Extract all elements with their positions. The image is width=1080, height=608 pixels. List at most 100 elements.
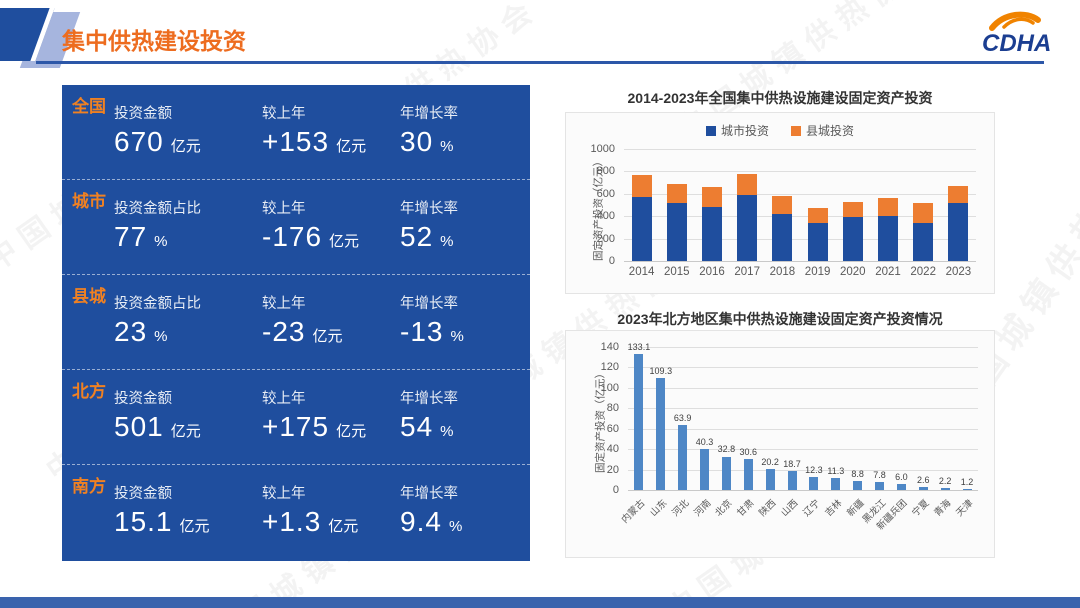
stat-value: +1.3: [262, 506, 322, 537]
bar-segment-city: [737, 195, 758, 261]
stats-section-north: 北方 投资金额 501 亿元 较上年 +175 亿元 年增长率 54%: [62, 370, 530, 465]
x-axis-label: 2022: [910, 266, 936, 278]
stacked-bar-2022: [913, 203, 934, 261]
stat-block: 投资金额占比 77%: [114, 197, 262, 253]
cdha-logo: CDHA: [982, 11, 1051, 57]
bar-value-label: 30.6: [739, 446, 758, 457]
province-bar-新疆兵团: [896, 483, 906, 490]
gridline: [628, 408, 978, 410]
stat-label: 较上年: [262, 486, 306, 502]
stat-value: 15.1: [114, 506, 173, 537]
stat-block: 投资金额 501 亿元: [114, 387, 262, 443]
gridline: [624, 149, 976, 150]
stat-unit: %: [154, 233, 168, 250]
y-axis-tick-label: 60: [606, 422, 619, 435]
stat-label: 投资金额占比: [114, 296, 201, 312]
stat-label: 年增长率: [400, 106, 458, 122]
bar-segment-city: [878, 216, 898, 261]
x-axis-label: 2015: [663, 266, 690, 278]
logo-flame-icon: [989, 11, 1041, 31]
stats-section-county: 县城 投资金额占比 23% 较上年 -23 亿元 年增长率 -13%: [62, 275, 530, 370]
stat-label: 投资金额占比: [114, 201, 201, 217]
province-bar-北京: [721, 456, 731, 490]
bar-value-label: 20.2: [761, 457, 779, 468]
stat-block: 年增长率 52%: [400, 197, 518, 253]
gridline: [628, 469, 978, 471]
legend-item: 城市投资: [705, 122, 769, 139]
title-underline: [36, 61, 1044, 64]
investment-stats-panel: 全国 投资金额 670 亿元 较上年 +153 亿元 年增长率 30% 城市: [62, 85, 530, 561]
stat-label: 年增长率: [400, 391, 458, 407]
footer-strip: [0, 597, 1080, 608]
province-bar-河北: [678, 424, 688, 490]
province-bar-甘肃: [743, 458, 753, 490]
bar-segment-county: [666, 183, 687, 203]
y-axis-tick-label: 0: [608, 255, 615, 267]
legend-label: 县城投资: [806, 124, 855, 138]
province-bar-青海: [940, 487, 950, 490]
legend-label: 城市投资: [720, 124, 769, 138]
section-label: 全国: [72, 97, 106, 116]
bar-value-label: 2.2: [938, 475, 952, 486]
y-axis-tick-label: 1000: [590, 143, 615, 155]
province-bar-山西: [787, 470, 797, 490]
gridline: [624, 238, 976, 240]
stat-value: 77: [114, 221, 148, 252]
province-bar-新疆: [853, 481, 863, 490]
stacked-bar-2018: [772, 196, 793, 261]
bar-segment-city: [772, 213, 793, 261]
bar-segment-county: [842, 201, 863, 217]
y-axis-tick-label: 600: [596, 187, 615, 200]
stat-label: 年增长率: [400, 486, 458, 502]
stacked-bar-2019: [807, 208, 828, 261]
stat-label: 较上年: [262, 391, 306, 407]
bar-value-label: 12.3: [805, 465, 823, 476]
bar-segment-city: [807, 223, 828, 261]
section-label: 城市: [72, 192, 106, 211]
bar-segment-county: [772, 196, 793, 214]
stacked-bar-2017: [737, 173, 758, 261]
stat-value: 501: [114, 411, 164, 442]
province-bar-陕西: [765, 469, 775, 490]
stat-label: 投资金额: [114, 106, 172, 122]
stat-unit: %: [154, 328, 168, 345]
gridline: [628, 449, 978, 451]
section-label: 南方: [72, 477, 106, 496]
stacked-bar-2021: [878, 198, 898, 261]
bar-segment-county: [737, 173, 758, 196]
stat-block: 投资金额 15.1 亿元: [114, 482, 262, 538]
north-chart-panel: 固定资产投资（亿元） 0 20 40 60 80 100 120 140 133.1 内蒙古 109…: [565, 330, 995, 558]
section-label: 县城: [72, 287, 106, 306]
province-bar-内蒙古: [634, 354, 644, 490]
bar-value-label: 18.7: [783, 458, 801, 469]
y-axis-tick-label: 20: [606, 463, 619, 476]
bar-value-label: 63.9: [673, 412, 692, 423]
gridline: [628, 387, 978, 389]
stacked-bar-2015: [666, 183, 687, 261]
stat-unit: 亿元: [329, 233, 360, 250]
gridline: [628, 490, 978, 491]
gridline: [628, 428, 978, 430]
national-chart-legend: 城市投资 县城投资: [566, 122, 994, 139]
stat-value: 54: [400, 411, 434, 442]
gridline: [628, 367, 978, 369]
logo-text: CDHA: [982, 30, 1051, 57]
stat-label: 较上年: [262, 106, 306, 122]
national-chart-plot: [624, 149, 976, 262]
x-axis-label: 2023: [945, 266, 972, 278]
bar-segment-county: [913, 203, 934, 223]
gridline: [624, 193, 976, 195]
legend-item: 县城投资: [791, 122, 854, 139]
stat-unit: %: [440, 233, 454, 250]
bar-value-label: 109.3: [649, 366, 673, 377]
x-axis-label: 2017: [734, 266, 760, 278]
stat-value: 670: [114, 126, 164, 157]
stacked-bar-2014: [631, 175, 652, 261]
bar-segment-city: [842, 216, 863, 261]
stat-unit: 亿元: [170, 423, 201, 440]
stat-unit: %: [440, 138, 454, 155]
bar-value-label: 6.0: [895, 471, 908, 482]
stat-unit: 亿元: [336, 423, 367, 440]
bar-segment-county: [631, 175, 652, 197]
